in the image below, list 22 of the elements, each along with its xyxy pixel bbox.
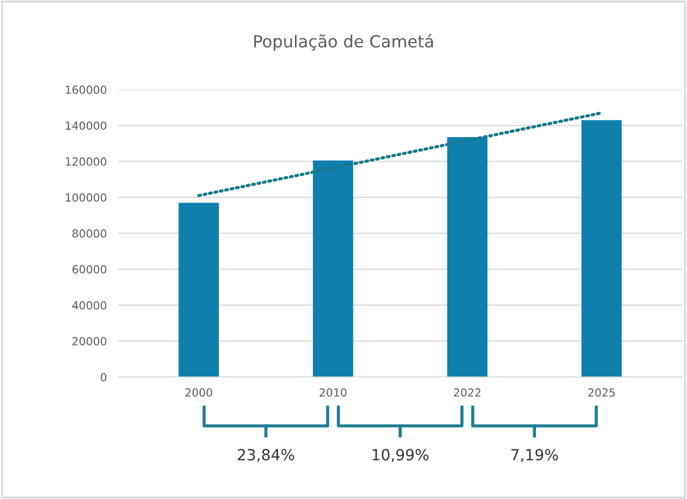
y-tick-label: 20000 [72,337,106,346]
y-tick-label: 140000 [66,121,106,130]
x-tick-label: 2022 [454,388,480,397]
x-tick-label: 2010 [320,388,346,397]
bar [581,120,622,377]
bar [447,137,488,377]
text: 7,19% [511,448,558,462]
y-tick-label: 40000 [72,301,106,310]
y-tick-label: 120000 [66,157,106,166]
chart-title: População de Cametá [254,34,433,51]
y-tick-label: 60000 [72,265,106,274]
y-tick-label: 160000 [66,86,106,94]
x-tick-label: 2000 [185,388,212,397]
text: 10,99% [372,448,428,462]
y-tick-label: 0 [100,372,106,382]
line-series [197,111,604,198]
y-tick-label: 100000 [66,193,106,202]
text: 23,84% [238,448,294,462]
bar [178,202,219,377]
bar [312,160,354,377]
x-tick-label: 2025 [588,388,615,397]
y-tick-label: 80000 [72,229,106,238]
